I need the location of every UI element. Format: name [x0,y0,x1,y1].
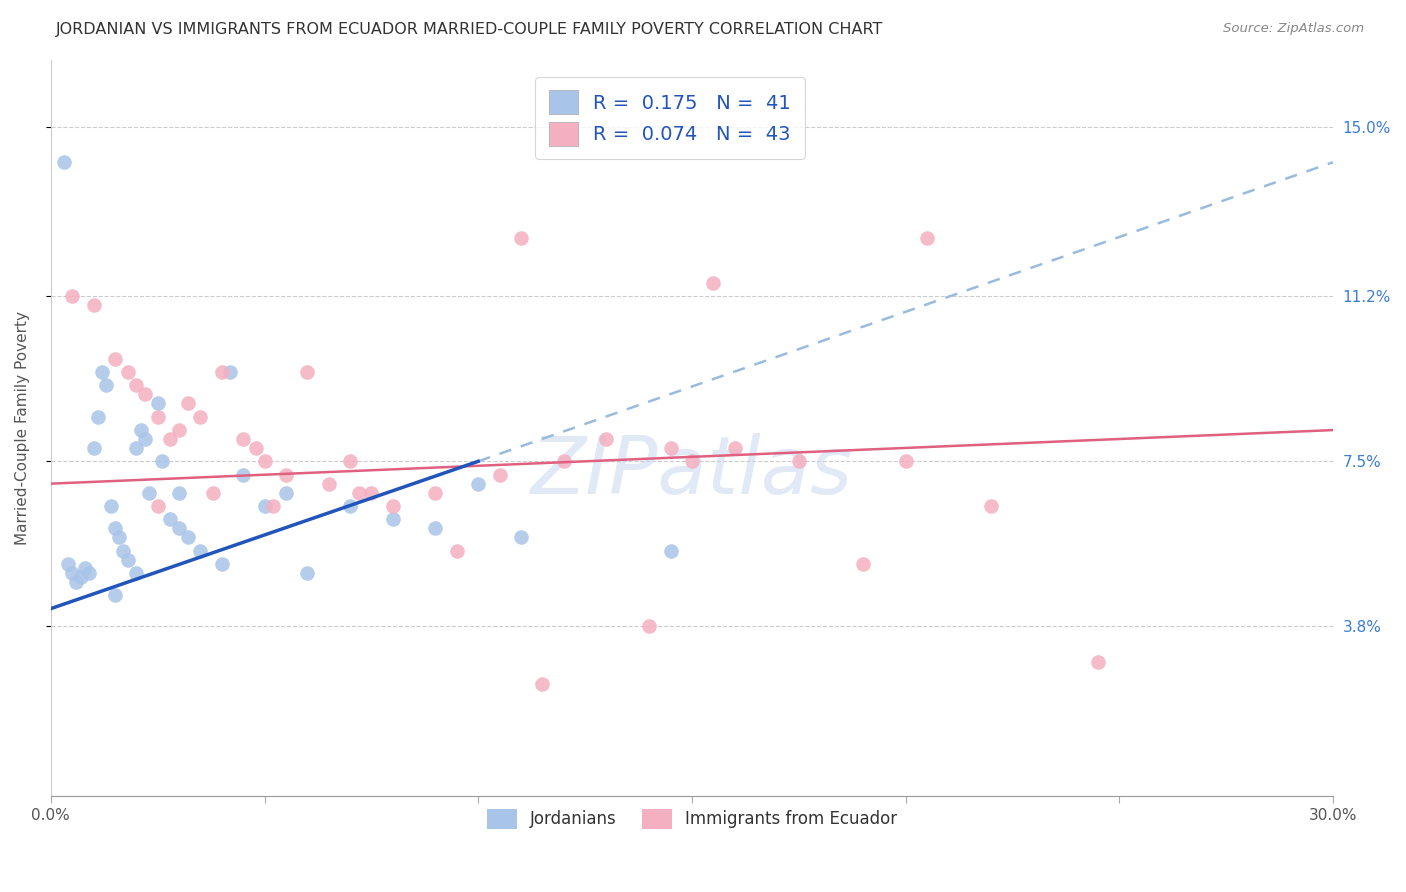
Point [1087,655,1109,669]
Point [232,467,254,482]
Point [79,566,101,580]
Point [167,521,190,535]
Point [274,485,297,500]
Point [176,530,198,544]
Point [852,557,875,571]
Point [73,561,96,575]
Point [202,485,225,500]
Point [262,499,284,513]
Point [69,570,91,584]
Point [104,588,127,602]
Point [702,276,724,290]
Point [150,454,173,468]
Point [297,365,319,379]
Text: JORDANIAN VS IMMIGRANTS FROM ECUADOR MARRIED-COUPLE FAMILY POVERTY CORRELATION C: JORDANIAN VS IMMIGRANTS FROM ECUADOR MAR… [56,22,883,37]
Point [167,485,190,500]
Point [125,566,148,580]
Point [297,566,319,580]
Point [467,476,489,491]
Point [138,485,160,500]
Point [176,396,198,410]
Point [211,365,233,379]
Point [381,512,404,526]
Point [595,432,617,446]
Point [638,619,661,633]
Text: ZIPatlas: ZIPatlas [531,433,853,511]
Point [112,543,135,558]
Point [510,530,533,544]
Point [65,574,87,589]
Point [360,485,382,500]
Point [83,441,105,455]
Point [980,499,1002,513]
Point [553,454,575,468]
Point [723,441,745,455]
Point [108,530,131,544]
Point [318,476,340,491]
Point [381,499,404,513]
Point [134,432,156,446]
Point [117,552,139,566]
Point [253,499,276,513]
Point [446,543,468,558]
Point [146,396,169,410]
Point [159,432,181,446]
Point [190,543,212,558]
Point [146,499,169,513]
Point [52,155,75,169]
Point [510,231,533,245]
Point [915,231,938,245]
Point [56,557,79,571]
Point [425,485,447,500]
Point [83,298,105,312]
Point [60,566,83,580]
Point [96,378,118,392]
Point [104,351,127,366]
Point [167,423,190,437]
Point [91,365,114,379]
Y-axis label: Married-Couple Family Poverty: Married-Couple Family Poverty [15,310,30,545]
Point [659,441,682,455]
Point [339,454,361,468]
Point [659,543,682,558]
Point [347,485,370,500]
Point [211,557,233,571]
Point [339,499,361,513]
Point [232,432,254,446]
Point [190,409,212,424]
Point [125,378,148,392]
Point [488,467,510,482]
Point [146,409,169,424]
Point [87,409,110,424]
Point [274,467,297,482]
Point [219,365,242,379]
Legend: Jordanians, Immigrants from Ecuador: Jordanians, Immigrants from Ecuador [479,802,904,836]
Point [894,454,917,468]
Point [253,454,276,468]
Point [159,512,181,526]
Point [531,677,554,691]
Point [104,521,127,535]
Point [425,521,447,535]
Point [117,365,139,379]
Point [100,499,122,513]
Point [681,454,703,468]
Text: Source: ZipAtlas.com: Source: ZipAtlas.com [1223,22,1364,36]
Point [60,289,83,303]
Point [787,454,810,468]
Point [125,441,148,455]
Point [129,423,152,437]
Point [245,441,267,455]
Point [134,387,156,401]
